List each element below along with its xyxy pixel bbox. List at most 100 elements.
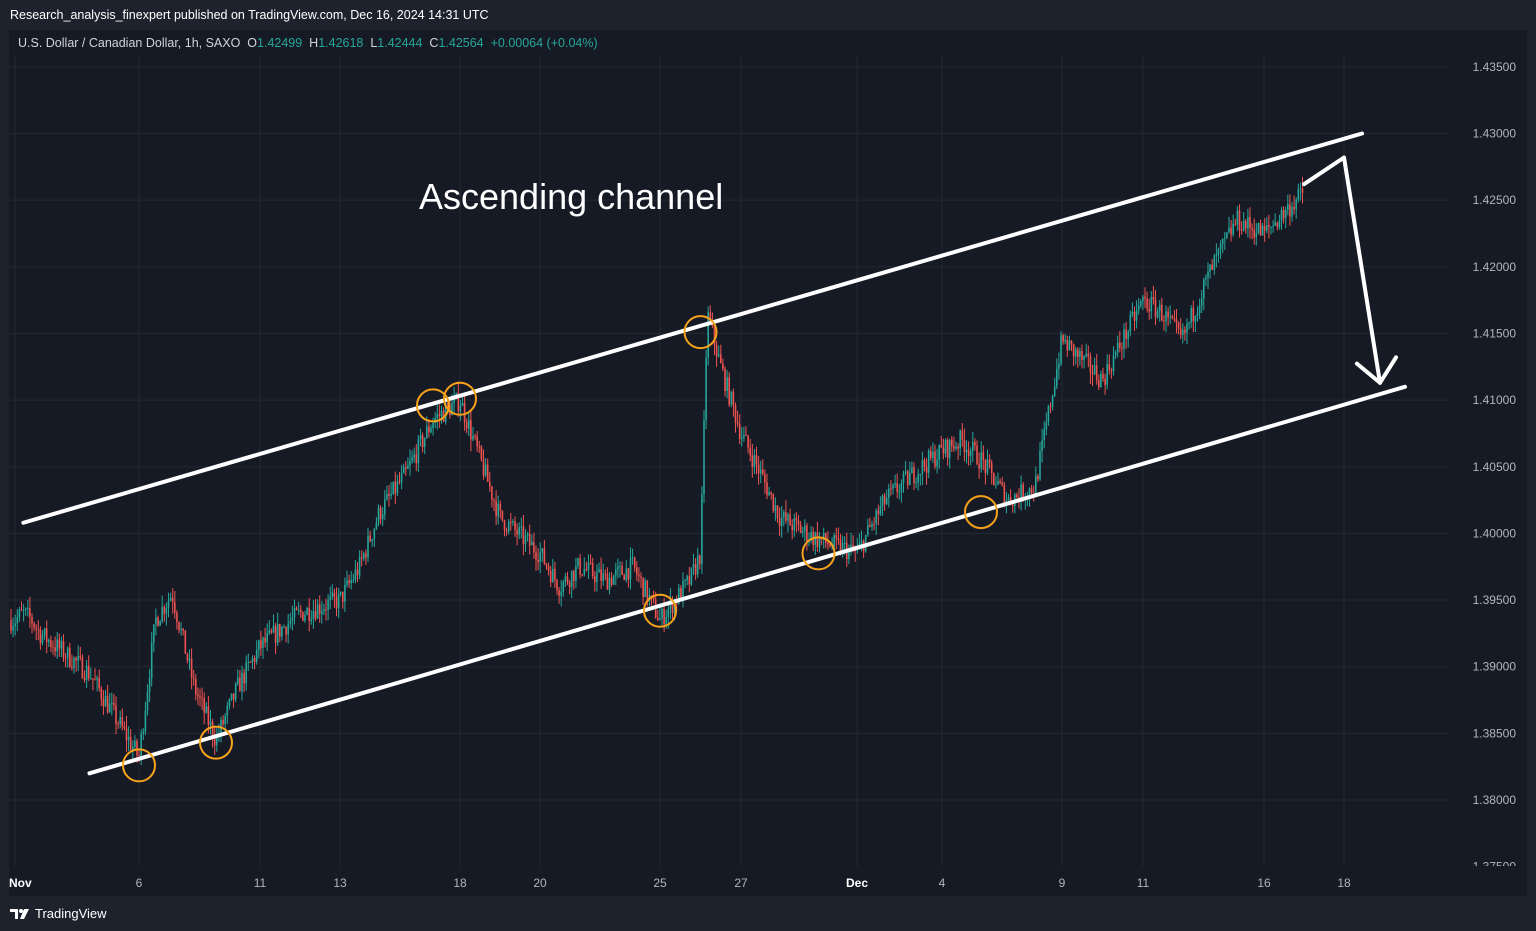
candle-body-10 bbox=[31, 616, 33, 624]
candle-body-268 bbox=[573, 570, 575, 581]
candle-body-248 bbox=[531, 541, 533, 546]
candle-body-378 bbox=[804, 525, 806, 531]
candle-body-436 bbox=[925, 467, 928, 473]
candle-body-164 bbox=[354, 569, 357, 580]
candle-body-184 bbox=[396, 481, 399, 494]
time-axis[interactable]: Nov 6 11 13 18 20 25 27 Dec 4 9 11 16 18 bbox=[9, 876, 1351, 890]
candle-body-550 bbox=[1165, 311, 1167, 322]
candle-body-144 bbox=[312, 610, 315, 620]
candle-body-52 bbox=[119, 717, 121, 725]
tradingview-logo[interactable]: TradingView bbox=[10, 906, 107, 921]
candle-body-456 bbox=[967, 449, 970, 456]
candle-body-156 bbox=[337, 593, 340, 609]
candle-body-336 bbox=[715, 344, 718, 357]
candle-body-303 bbox=[646, 580, 649, 602]
candle-body-537 bbox=[1137, 305, 1140, 311]
candle-body-527 bbox=[1116, 342, 1119, 353]
candle-body-448 bbox=[951, 439, 953, 447]
candle-body-390 bbox=[829, 544, 831, 547]
candle-body-182 bbox=[392, 481, 394, 494]
candle-body-563 bbox=[1192, 307, 1195, 322]
candle-body-606 bbox=[1282, 209, 1285, 218]
candle-body-566 bbox=[1198, 305, 1201, 313]
candle-body-218 bbox=[468, 420, 470, 429]
legend-low-label: L bbox=[370, 36, 377, 50]
candle-body-612 bbox=[1295, 199, 1297, 210]
candle-body-349 bbox=[743, 434, 745, 438]
candle-body-330 bbox=[703, 420, 705, 495]
candle-body-153 bbox=[331, 592, 334, 597]
candle-body-61 bbox=[138, 755, 140, 757]
candle-body-327 bbox=[696, 555, 699, 575]
candle-body-602 bbox=[1274, 222, 1276, 226]
candle-body-198 bbox=[426, 426, 428, 438]
candle-body-494 bbox=[1047, 406, 1050, 423]
candle-body-422 bbox=[896, 483, 898, 492]
candle-body-435 bbox=[923, 460, 926, 468]
candle-body-260 bbox=[556, 580, 558, 591]
candle-body-582 bbox=[1232, 223, 1234, 235]
candle-body-262 bbox=[560, 591, 562, 596]
touch-marker-3 bbox=[443, 381, 477, 416]
x-tick-label-8: Dec bbox=[846, 876, 868, 890]
candle-body-133 bbox=[289, 621, 292, 624]
candle-body-433 bbox=[919, 473, 922, 475]
price-axis[interactable]: 1.43500 1.43000 1.42500 1.42000 1.41500 1.410… bbox=[1473, 60, 1517, 874]
candle-body-609 bbox=[1289, 204, 1291, 217]
candle-body-301 bbox=[642, 577, 644, 598]
candle-body-228 bbox=[489, 481, 491, 487]
candle-body-88 bbox=[195, 679, 197, 695]
candle-body-299 bbox=[638, 574, 640, 577]
candle-body-557 bbox=[1179, 328, 1182, 335]
y-tick-label-8: 1.39500 bbox=[1473, 593, 1517, 607]
candle-body-539 bbox=[1142, 296, 1144, 302]
candle-body-119 bbox=[260, 640, 262, 648]
candle-body-355 bbox=[755, 455, 758, 465]
candle-body-535 bbox=[1133, 312, 1136, 321]
candle-body-150 bbox=[325, 609, 327, 611]
candle-body-145 bbox=[314, 610, 317, 619]
touch-marker-1 bbox=[199, 725, 233, 760]
candle-body-170 bbox=[367, 535, 369, 558]
candle-body-172 bbox=[371, 539, 373, 541]
candle-body-321 bbox=[684, 579, 686, 581]
candle-body-337 bbox=[717, 354, 720, 357]
candle-body-362 bbox=[770, 492, 772, 495]
candle-body-587 bbox=[1242, 221, 1245, 231]
candle-body-199 bbox=[428, 426, 430, 433]
candle-body-584 bbox=[1236, 210, 1239, 225]
candle-body-375 bbox=[797, 520, 800, 525]
candle-body-7 bbox=[24, 608, 27, 610]
candle-body-324 bbox=[690, 567, 693, 585]
candle-body-564 bbox=[1194, 315, 1197, 322]
candle-body-500 bbox=[1060, 335, 1062, 364]
x-tick-label-12: 16 bbox=[1257, 876, 1271, 890]
candle-body-385 bbox=[818, 538, 821, 547]
candle-body-107 bbox=[234, 683, 237, 700]
candle-body-237 bbox=[507, 521, 510, 532]
candle-body-271 bbox=[579, 558, 581, 575]
candle-body-491 bbox=[1041, 440, 1043, 451]
candle-body-530 bbox=[1123, 329, 1125, 349]
candle-body-101 bbox=[222, 719, 224, 725]
candle-body-11 bbox=[33, 623, 35, 628]
candle-body-270 bbox=[577, 558, 579, 566]
candle-body-18 bbox=[48, 640, 50, 643]
candle-body-461 bbox=[978, 464, 980, 469]
legend-line: U.S. Dollar / Canadian Dollar, 1h, SAXO … bbox=[18, 36, 598, 50]
candle-body-585 bbox=[1238, 210, 1241, 230]
candle-body-223 bbox=[478, 446, 481, 448]
candle-body-269 bbox=[575, 565, 577, 581]
y-tick-label-3: 1.42000 bbox=[1473, 260, 1517, 274]
candle-body-504 bbox=[1068, 340, 1071, 351]
candle-body-326 bbox=[694, 564, 697, 575]
candle-body-400 bbox=[850, 544, 852, 549]
candle-body-65 bbox=[146, 692, 149, 711]
candle-body-292 bbox=[623, 574, 625, 580]
candle-body-244 bbox=[522, 526, 525, 545]
candle-body-438 bbox=[930, 450, 932, 459]
candle-body-408 bbox=[867, 525, 869, 536]
candle-body-283 bbox=[604, 573, 607, 575]
candle-body-329 bbox=[701, 494, 703, 565]
